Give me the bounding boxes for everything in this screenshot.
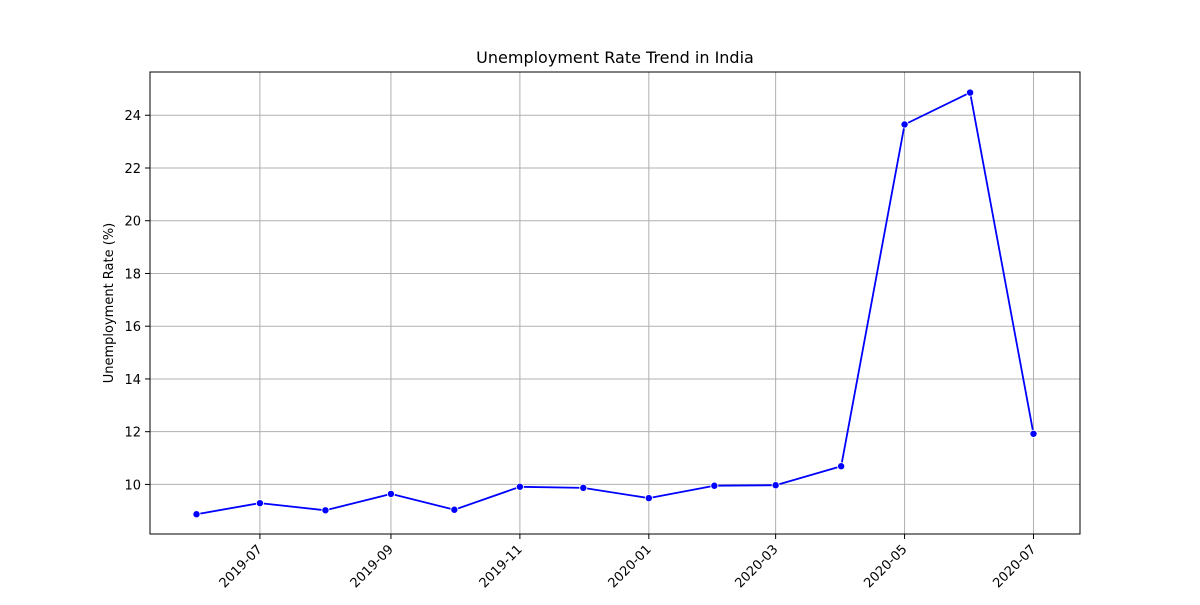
data-point bbox=[450, 505, 459, 514]
y-tick-label: 22 bbox=[124, 162, 141, 177]
data-point bbox=[515, 482, 524, 491]
grid bbox=[150, 72, 1080, 534]
chart-title: Unemployment Rate Trend in India bbox=[476, 48, 754, 67]
data-point bbox=[192, 510, 201, 519]
data-point bbox=[1029, 429, 1038, 438]
plot-frame bbox=[149, 71, 1081, 535]
y-tick-label: 12 bbox=[124, 426, 141, 441]
data-point bbox=[386, 489, 395, 498]
data-point bbox=[579, 483, 588, 492]
y-tick-label: 16 bbox=[124, 320, 141, 335]
data-point bbox=[321, 506, 330, 515]
data-point bbox=[900, 120, 909, 129]
y-tick-label: 18 bbox=[124, 267, 141, 282]
data-point bbox=[710, 481, 719, 490]
y-tick-label: 20 bbox=[124, 215, 141, 230]
y-tick-label: 24 bbox=[124, 109, 141, 124]
series-line bbox=[196, 91, 1035, 516]
data-point bbox=[837, 462, 846, 471]
data-point bbox=[771, 481, 780, 490]
data-point bbox=[966, 88, 975, 97]
data-point bbox=[255, 499, 264, 508]
y-tick-label: 10 bbox=[124, 478, 141, 493]
y-axis-label: Unemployment Rate (%) bbox=[102, 223, 117, 384]
y-tick-label: 14 bbox=[124, 373, 141, 388]
series-layer bbox=[192, 88, 1038, 519]
data-point bbox=[644, 494, 653, 503]
